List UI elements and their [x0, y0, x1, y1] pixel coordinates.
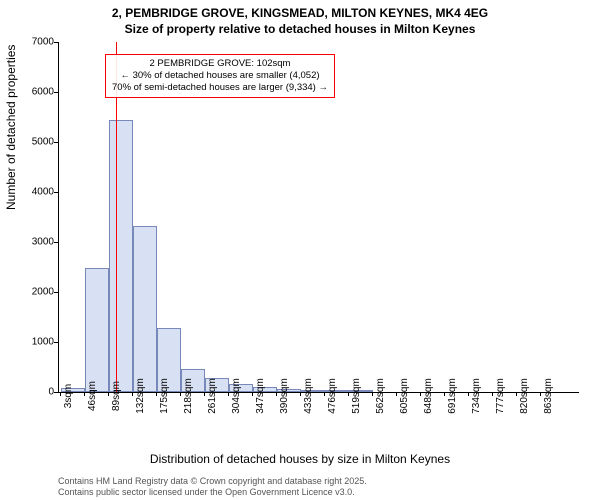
ytick-mark [54, 342, 58, 343]
xtick-label: 476sqm [327, 378, 338, 414]
xtick-label: 562sqm [375, 378, 386, 414]
xtick-label: 261sqm [207, 378, 218, 414]
x-axis-label: Distribution of detached houses by size … [0, 452, 600, 466]
ytick-label: 3000 [14, 237, 54, 248]
xtick-label: 605sqm [399, 378, 410, 414]
chart-title-line1: 2, PEMBRIDGE GROVE, KINGSMEAD, MILTON KE… [0, 6, 600, 20]
xtick-mark [228, 392, 229, 396]
ytick-mark [54, 242, 58, 243]
annotation-line3: 70% of semi-detached houses are larger (… [112, 82, 328, 94]
ytick-label: 2000 [14, 287, 54, 298]
ytick-mark [54, 42, 58, 43]
xtick-mark [540, 392, 541, 396]
ytick-mark [54, 192, 58, 193]
xtick-mark [156, 392, 157, 396]
xtick-label: 89sqm [111, 381, 122, 411]
chart-title-line2: Size of property relative to detached ho… [0, 22, 600, 36]
xtick-label: 777sqm [495, 378, 506, 414]
xtick-mark [84, 392, 85, 396]
ytick-label: 4000 [14, 187, 54, 198]
xtick-mark [372, 392, 373, 396]
chart-container: 2, PEMBRIDGE GROVE, KINGSMEAD, MILTON KE… [0, 0, 600, 500]
ytick-label: 7000 [14, 37, 54, 48]
ytick-mark [54, 392, 58, 393]
ytick-label: 6000 [14, 87, 54, 98]
xtick-label: 46sqm [87, 381, 98, 411]
xtick-mark [420, 392, 421, 396]
ytick-mark [54, 142, 58, 143]
xtick-mark [516, 392, 517, 396]
ytick-mark [54, 92, 58, 93]
xtick-mark [132, 392, 133, 396]
plot-area: 2 PEMBRIDGE GROVE: 102sqm← 30% of detach… [58, 42, 579, 393]
y-axis-label: Number of detached properties [4, 45, 18, 210]
xtick-mark [396, 392, 397, 396]
xtick-mark [180, 392, 181, 396]
ytick-label: 5000 [14, 137, 54, 148]
histogram-bar [85, 268, 109, 392]
xtick-mark [204, 392, 205, 396]
xtick-mark [492, 392, 493, 396]
xtick-label: 175sqm [159, 378, 170, 414]
annotation-box: 2 PEMBRIDGE GROVE: 102sqm← 30% of detach… [105, 54, 335, 98]
xtick-mark [348, 392, 349, 396]
annotation-line1: 2 PEMBRIDGE GROVE: 102sqm [112, 58, 328, 70]
xtick-mark [444, 392, 445, 396]
ytick-label: 0 [14, 387, 54, 398]
xtick-label: 218sqm [183, 378, 194, 414]
xtick-label: 734sqm [471, 378, 482, 414]
xtick-label: 433sqm [303, 378, 314, 414]
xtick-label: 304sqm [231, 378, 242, 414]
annotation-line2: ← 30% of detached houses are smaller (4,… [112, 70, 328, 82]
xtick-mark [252, 392, 253, 396]
xtick-label: 519sqm [351, 378, 362, 414]
xtick-label: 820sqm [519, 378, 530, 414]
attribution-line2: Contains public sector licensed under th… [58, 487, 367, 498]
xtick-mark [324, 392, 325, 396]
xtick-mark [108, 392, 109, 396]
attribution-line1: Contains HM Land Registry data © Crown c… [58, 476, 367, 487]
xtick-label: 347sqm [255, 378, 266, 414]
xtick-mark [276, 392, 277, 396]
xtick-label: 863sqm [543, 378, 554, 414]
ytick-mark [54, 292, 58, 293]
attribution-text: Contains HM Land Registry data © Crown c… [58, 476, 367, 499]
xtick-mark [60, 392, 61, 396]
histogram-bar [133, 226, 157, 393]
xtick-mark [300, 392, 301, 396]
xtick-label: 648sqm [423, 378, 434, 414]
xtick-label: 132sqm [135, 378, 146, 414]
ytick-label: 1000 [14, 337, 54, 348]
xtick-label: 390sqm [279, 378, 290, 414]
xtick-label: 691sqm [447, 378, 458, 414]
xtick-label: 3sqm [63, 384, 74, 408]
histogram-bar [109, 120, 133, 393]
xtick-mark [468, 392, 469, 396]
